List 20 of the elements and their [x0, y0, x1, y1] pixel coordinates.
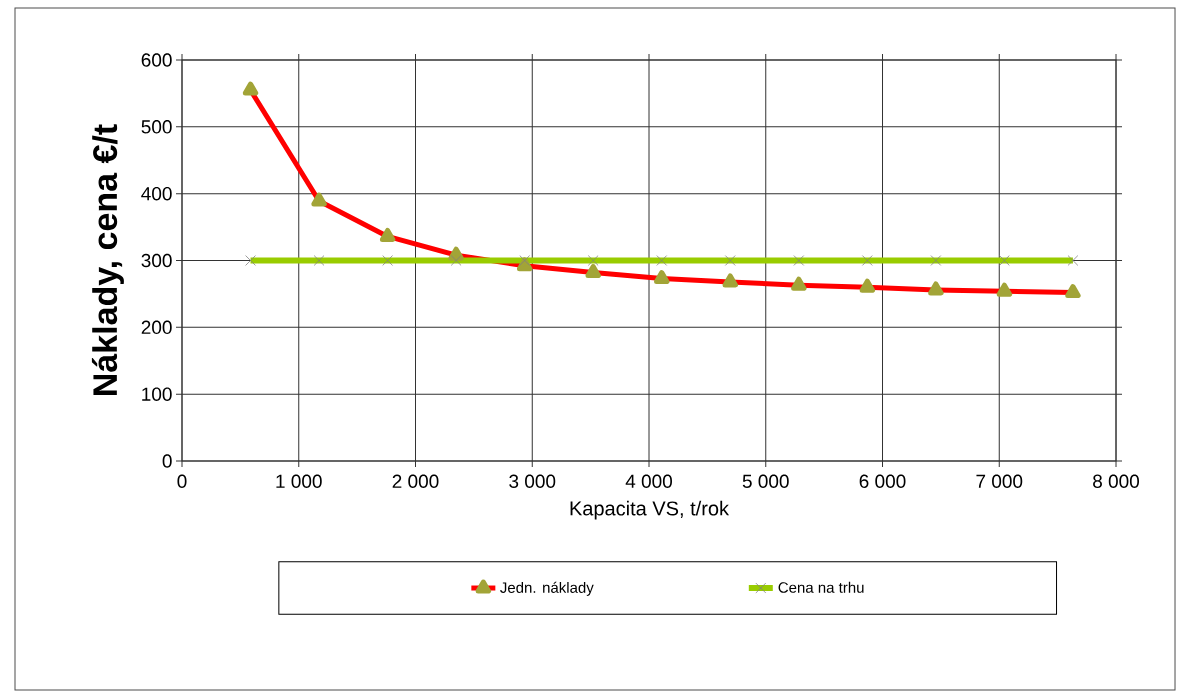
x-tick-label: 4 000 [625, 474, 673, 488]
y-tick-label: 600 [141, 53, 172, 67]
x-tick-label: 5 000 [742, 474, 789, 488]
x-tick-label: 3 000 [509, 474, 556, 488]
y-tick-label: 400 [141, 186, 172, 201]
x-tick-label: 2 000 [392, 474, 439, 488]
x-tick-label: 1 000 [276, 474, 322, 488]
x-axis-title: Kapacita VS, t/rok [570, 500, 730, 520]
y-tick-label: 100 [142, 387, 172, 401]
x-tick-label: 6 000 [859, 474, 906, 488]
y-tick-label: 500 [141, 120, 172, 134]
y-tick-label: 200 [141, 320, 172, 335]
y-tick-label: 0 [162, 454, 172, 468]
y-tick-label: 300 [141, 253, 172, 268]
x-tick-label: 7 000 [976, 474, 1023, 488]
y-axis-title: Náklady, cena €/t [91, 124, 124, 395]
legend-label: Cena na trhu [778, 581, 864, 593]
x-tick-label: 0 [177, 474, 187, 488]
legend-label: Jedn. náklady [500, 581, 594, 596]
x-tick-label: 8 000 [1093, 474, 1140, 488]
